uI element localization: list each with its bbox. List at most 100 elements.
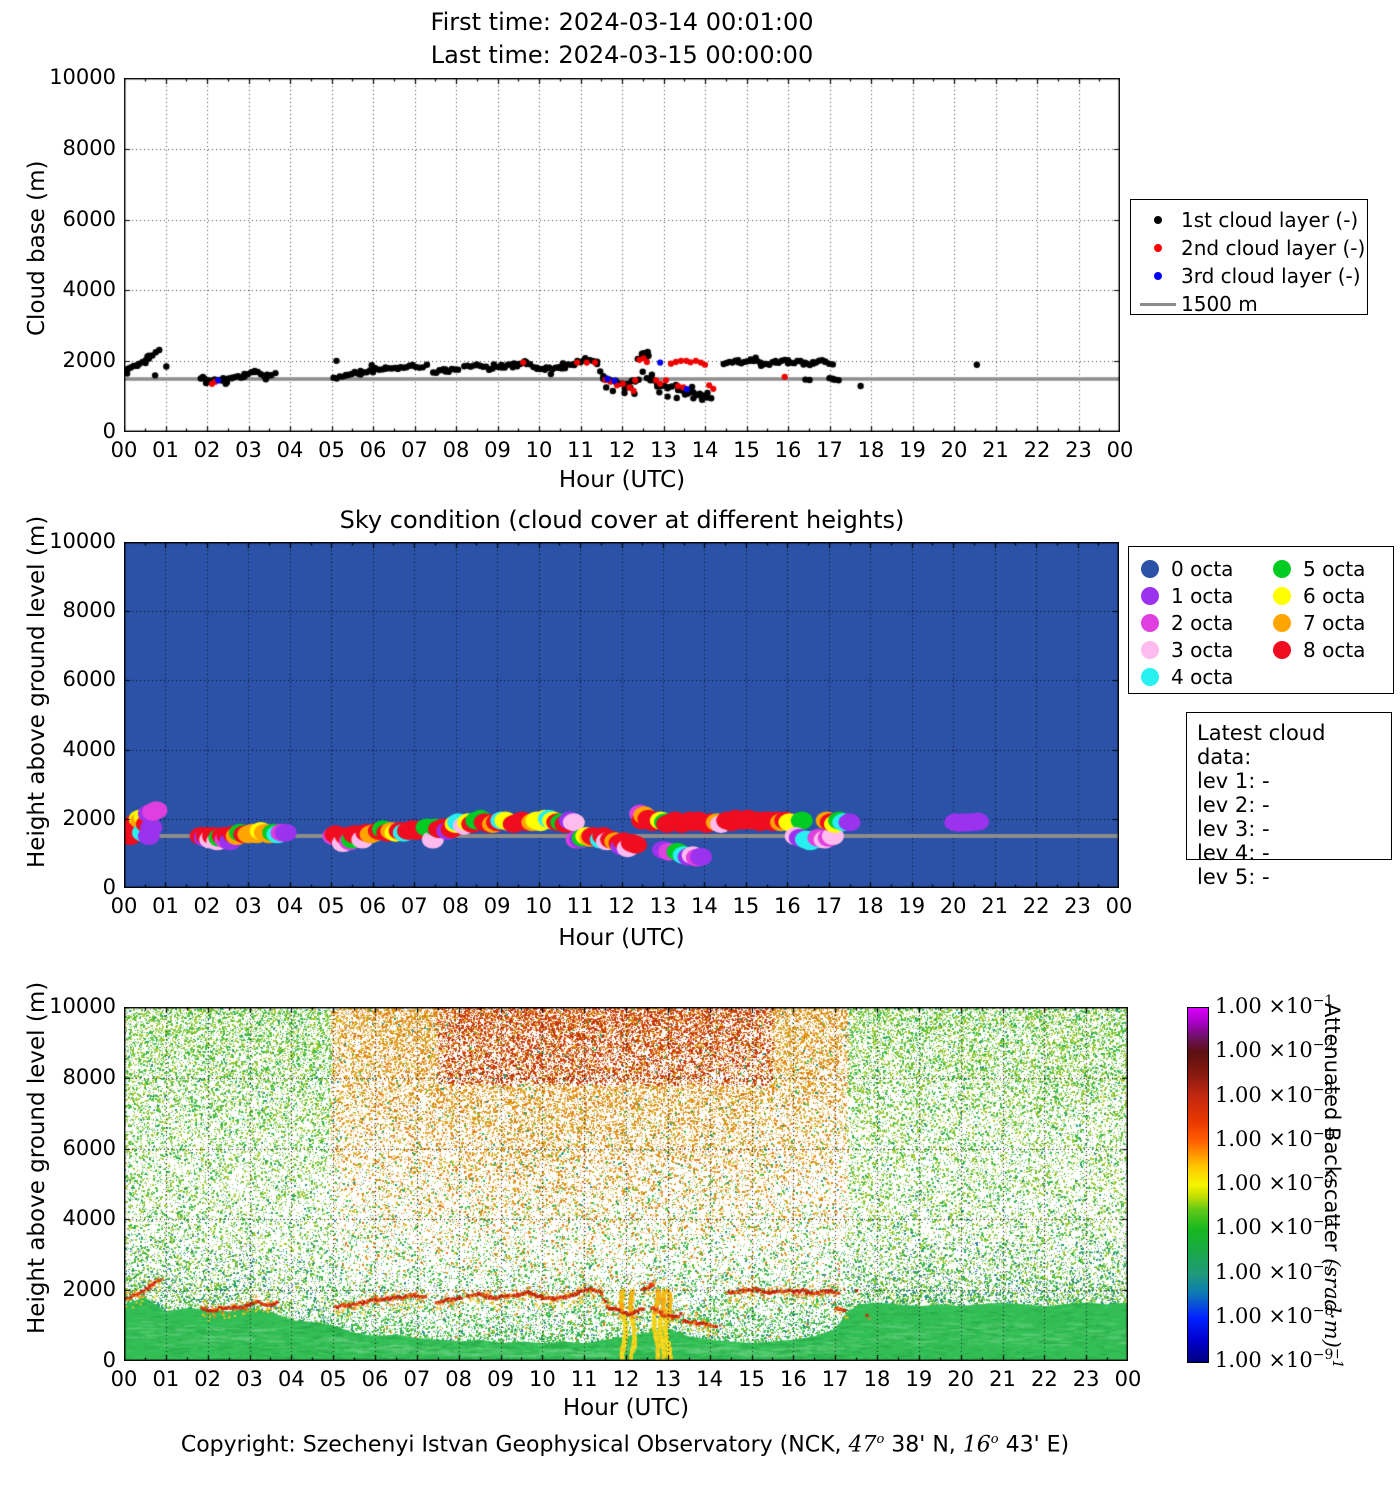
octa-legend-label: 5 octa <box>1303 556 1366 581</box>
x-tick-label: 00 <box>1114 1367 1142 1391</box>
octa-dot-icon <box>1129 640 1171 659</box>
octa-legend: 0 octa 1 octa 2 octa 3 octa 4 octa 5 octa 6 oc… <box>1128 546 1394 694</box>
x-tick-label: 15 <box>732 894 760 918</box>
colorbar-tick-label: 1.00 ×10−5 <box>1215 1170 1334 1195</box>
colorbar-tick-label: 1.00 ×10−8 <box>1215 1302 1334 1328</box>
x-tick-label: 21 <box>989 1367 1016 1391</box>
octa-dot-icon <box>1261 640 1303 659</box>
y-tick-label: 4000 <box>62 1206 116 1231</box>
x-tick-label: 16 <box>774 438 802 462</box>
x-tick-label: 02 <box>193 894 221 918</box>
y-tick-label: 6000 <box>62 667 116 692</box>
x-tick-label: 06 <box>359 438 387 462</box>
octa-dot-icon <box>1129 559 1171 578</box>
plot-title-last-time: Last time: 2024-03-15 00:00:00 <box>430 41 814 69</box>
sky-condition-plot <box>124 542 1119 888</box>
copyright-segment: o <box>990 1432 999 1447</box>
y-tick-label: 4000 <box>62 736 116 761</box>
legend-item-label: 1500 m <box>1181 292 1258 316</box>
octa-dot-icon <box>1261 586 1303 605</box>
x-tick-label: 01 <box>152 894 179 918</box>
x-tick-label: 01 <box>152 1367 180 1391</box>
x-tick-label: 08 <box>442 438 470 462</box>
y-tick-label: 0 <box>102 1348 116 1372</box>
x-tick-label: 11 <box>567 438 594 462</box>
x-tick-label: 13 <box>649 894 677 918</box>
copyright-segment: Copyright: Szechenyi Istvan Geophysical … <box>180 1432 849 1458</box>
y-tick-label: 6000 <box>62 1135 116 1160</box>
y-tick-label: 0 <box>102 875 116 899</box>
x-tick-label: 18 <box>863 1367 891 1391</box>
x-tick-label: 00 <box>1106 438 1134 462</box>
x-tick-label: 07 <box>400 894 428 918</box>
x-tick-label: 14 <box>696 1367 724 1391</box>
legend-item-1500m: 1500 m <box>1135 290 1363 318</box>
x-tick-label: 04 <box>276 894 304 918</box>
copyright-segment: 16 <box>962 1432 991 1458</box>
x-tick-label: 12 <box>608 894 635 918</box>
x-tick-label: 06 <box>361 1367 389 1391</box>
x-tick-label: 00 <box>1105 894 1133 918</box>
latest-cloud-lev3: lev 3: - <box>1197 817 1270 841</box>
octa-dot-icon <box>1261 559 1303 578</box>
octa-dot-icon <box>1261 613 1303 632</box>
cloud-base-scatter-plot <box>124 78 1120 432</box>
x-tick-label: 23 <box>1064 894 1091 918</box>
copyright-segment: 38' N, <box>884 1432 963 1458</box>
x-tick-label: 01 <box>152 438 179 462</box>
x-tick-label: 20 <box>940 438 968 462</box>
octa-legend-item: 0 octa <box>1129 555 1261 582</box>
x-tick-label: 13 <box>650 438 677 462</box>
x-tick-label: 12 <box>608 438 636 462</box>
x-tick-label: 08 <box>442 894 470 918</box>
x-tick-label: 10 <box>528 1367 556 1391</box>
y-tick-label: 10000 <box>49 994 116 1018</box>
y-tick-label: 2000 <box>62 1277 116 1302</box>
colorbar-tick-label: 1.00 ×10−4 <box>1215 1125 1334 1151</box>
x-tick-label: 08 <box>445 1367 473 1391</box>
octa-dot-icon <box>1129 586 1171 605</box>
y-tick-label: 10000 <box>49 529 116 553</box>
x-tick-label: 22 <box>1030 1367 1058 1391</box>
octa-legend-label: 0 octa <box>1171 556 1234 581</box>
x-tick-label: 18 <box>856 894 884 918</box>
octa-dot-icon <box>1129 613 1171 632</box>
octa-legend-grid: 0 octa 1 octa 2 octa 3 octa 4 octa 5 octa 6 oc… <box>1129 547 1393 690</box>
x-tick-label: 05 <box>317 894 345 918</box>
octa-legend-label: 3 octa <box>1171 637 1234 662</box>
legend-item-label: 3rd cloud layer (-) <box>1181 264 1361 288</box>
x-tick-label: 10 <box>525 894 552 918</box>
x-tick-label: 17 <box>815 894 843 918</box>
x-axis-label-panel2: Hour (UTC) <box>558 925 685 951</box>
1500m-line-icon <box>1135 302 1181 306</box>
copyright-segment: 43' E) <box>998 1432 1070 1458</box>
x-tick-label: 22 <box>1023 438 1051 462</box>
x-tick-label: 00 <box>110 1367 138 1391</box>
colorbar-tick-label: 1.00 ×10−9 <box>1215 1347 1334 1372</box>
legend-item-label: 2nd cloud layer (-) <box>1181 236 1366 260</box>
copyright-segment: o <box>876 1432 885 1447</box>
y-tick-label: 0 <box>102 419 116 443</box>
x-tick-label: 16 <box>779 1367 807 1391</box>
x-tick-label: 07 <box>401 438 428 462</box>
y-tick-label: 2000 <box>62 805 116 830</box>
colorbar-tick-label: 1.00 ×10−3 <box>1215 1081 1334 1107</box>
x-tick-label: 10 <box>525 438 553 462</box>
x-tick-label: 20 <box>947 1367 975 1391</box>
x-tick-label: 09 <box>487 1367 514 1391</box>
colorbar-tick-label: 1.00 ×10−6 <box>1215 1214 1334 1240</box>
x-tick-label: 18 <box>857 438 885 462</box>
octa-legend-label: 4 octa <box>1171 664 1234 689</box>
layer3-dot-icon <box>1135 272 1181 280</box>
x-tick-label: 12 <box>612 1367 640 1391</box>
x-tick-label: 14 <box>691 438 719 462</box>
x-tick-label: 00 <box>110 438 138 462</box>
latest-cloud-lev4: lev 4: - <box>1197 841 1270 865</box>
x-axis-label-panel3: Hour (UTC) <box>562 1395 690 1421</box>
x-tick-label: 22 <box>1022 894 1050 918</box>
octa-legend-label: 6 octa <box>1303 583 1366 608</box>
y-tick-label: 6000 <box>62 206 116 231</box>
octa-legend-item: 5 octa <box>1261 555 1393 582</box>
octa-legend-item: 6 octa <box>1261 582 1393 609</box>
